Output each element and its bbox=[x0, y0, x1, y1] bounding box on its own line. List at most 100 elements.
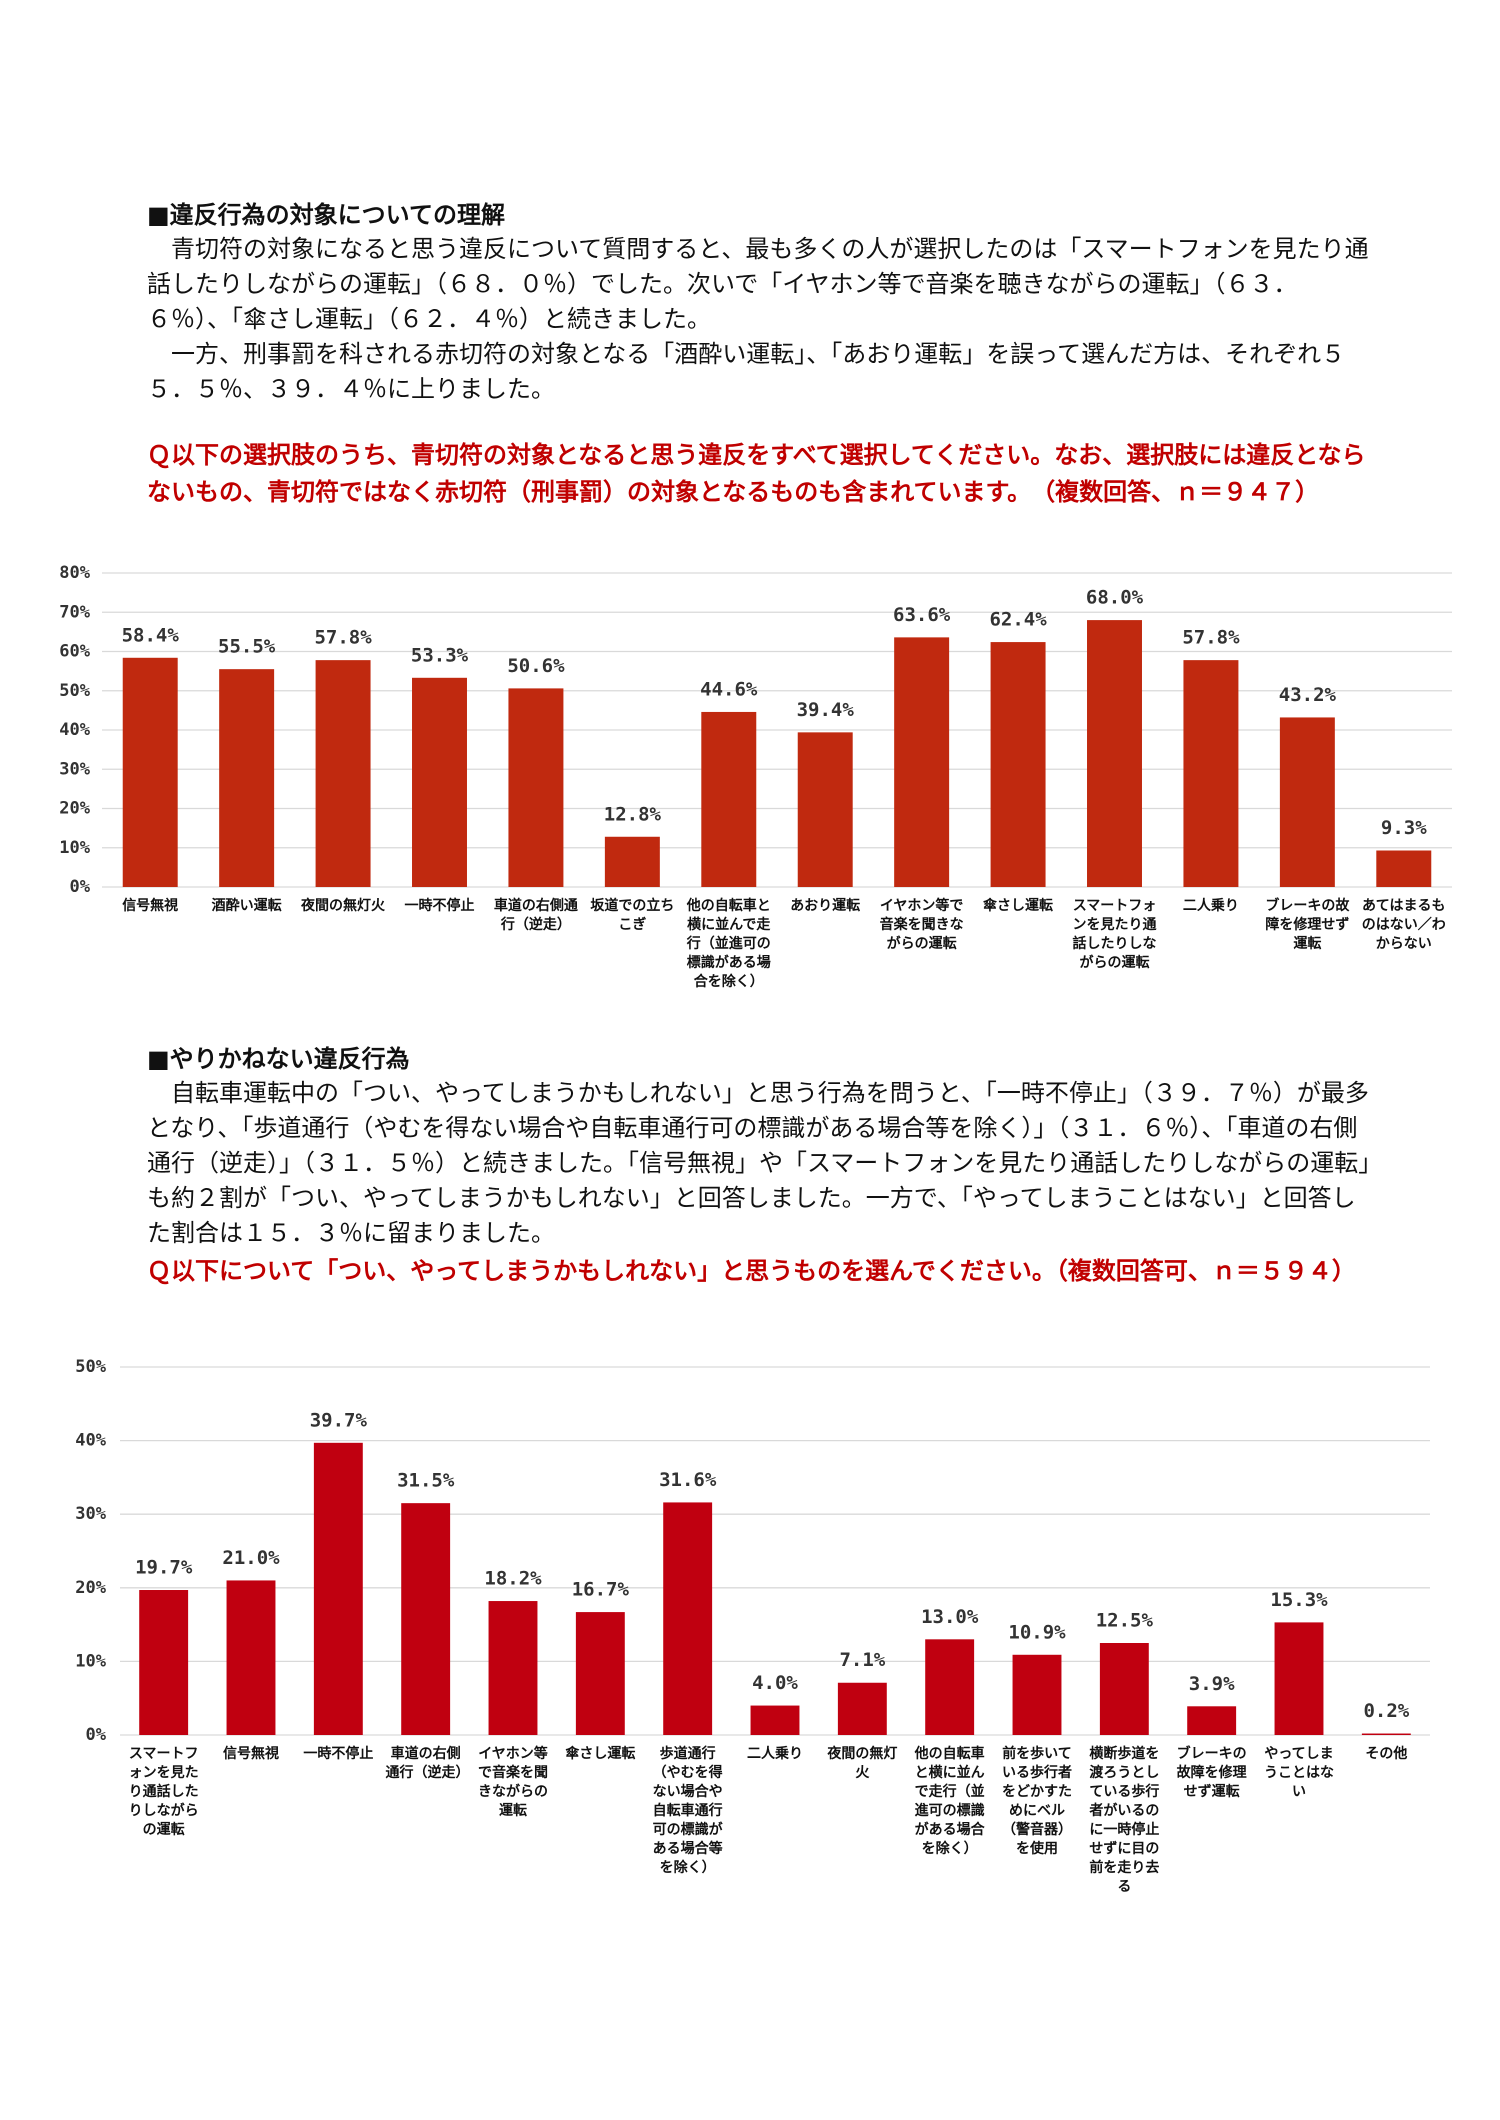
bar bbox=[750, 1705, 800, 1735]
y-tick-label: 40% bbox=[75, 1431, 106, 1451]
x-tick-label: 夜間の無灯火 bbox=[827, 1746, 898, 1781]
value-label: 4.0% bbox=[752, 1672, 798, 1694]
value-label: 57.8% bbox=[314, 627, 372, 649]
bar bbox=[1376, 850, 1432, 887]
paragraph: 自転車運転中の「つい、やってしまうかもしれない」と思う行為を問うと、「一時不停止… bbox=[147, 1079, 1371, 1247]
bar bbox=[604, 836, 660, 887]
value-label: 18.2% bbox=[484, 1568, 542, 1590]
bar bbox=[1361, 1733, 1411, 1735]
value-label: 43.2% bbox=[1279, 684, 1337, 706]
bar bbox=[894, 637, 950, 887]
bar bbox=[663, 1502, 713, 1735]
value-label: 62.4% bbox=[989, 609, 1047, 631]
value-label: 13.0% bbox=[921, 1606, 979, 1628]
x-tick-label: イヤホン等で音楽を聞きながらの運転 bbox=[879, 898, 964, 952]
bar bbox=[797, 732, 853, 887]
bar bbox=[139, 1590, 189, 1735]
x-tick-label: 車道の右側通行（逆走） bbox=[493, 898, 578, 933]
bar bbox=[1187, 1706, 1237, 1735]
y-tick-label: 50% bbox=[59, 681, 90, 701]
value-label: 58.4% bbox=[122, 624, 180, 646]
value-label: 63.6% bbox=[893, 604, 951, 626]
y-tick-label: 70% bbox=[59, 602, 90, 622]
y-tick-label: 30% bbox=[75, 1504, 106, 1524]
value-label: 39.4% bbox=[797, 699, 855, 721]
value-label: 10.9% bbox=[1008, 1621, 1066, 1643]
x-tick-label: イヤホン等で音楽を聞きながらの運転 bbox=[477, 1746, 548, 1819]
x-tick-label: 一時不停止 bbox=[303, 1746, 374, 1762]
value-label: 50.6% bbox=[507, 655, 565, 677]
x-tick-label: 二人乗り bbox=[746, 1746, 803, 1762]
bar bbox=[1279, 717, 1335, 887]
x-tick-label: その他 bbox=[1365, 1746, 1408, 1762]
value-label: 15.3% bbox=[1270, 1589, 1328, 1611]
value-label: 19.7% bbox=[135, 1557, 193, 1579]
x-tick-label: 傘さし運転 bbox=[983, 898, 1054, 914]
bar bbox=[122, 657, 178, 887]
x-tick-label: ブレーキの故障を修理せず運転 bbox=[1265, 898, 1350, 952]
x-tick-label: 傘さし運転 bbox=[565, 1746, 636, 1762]
bar bbox=[1099, 1643, 1149, 1735]
bar bbox=[1087, 620, 1142, 887]
value-label: 7.1% bbox=[839, 1649, 885, 1671]
bar bbox=[315, 660, 371, 887]
bar bbox=[401, 1503, 451, 1735]
bar bbox=[1274, 1622, 1324, 1735]
x-tick-label: 坂道での立ちこぎ bbox=[590, 898, 675, 933]
value-label: 12.5% bbox=[1096, 1610, 1154, 1632]
y-tick-label: 0% bbox=[86, 1725, 107, 1745]
x-tick-label: 一時不停止 bbox=[404, 898, 475, 914]
bar bbox=[412, 677, 467, 887]
y-tick-label: 20% bbox=[75, 1578, 106, 1598]
y-tick-label: 0% bbox=[70, 877, 91, 897]
y-tick-label: 10% bbox=[75, 1651, 106, 1671]
bar bbox=[837, 1682, 887, 1735]
value-label: 55.5% bbox=[218, 636, 276, 658]
bar bbox=[990, 642, 1046, 887]
y-tick-label: 60% bbox=[59, 642, 90, 662]
x-tick-label: 夜間の無灯火 bbox=[301, 898, 386, 914]
x-tick-label: 酒酔い運転 bbox=[211, 898, 282, 914]
y-tick-label: 80% bbox=[59, 563, 90, 583]
y-tick-label: 50% bbox=[75, 1357, 106, 1377]
section: ■違反行為の対象についての理解 青切符の対象になると思う違反について質問すると、… bbox=[147, 198, 1379, 511]
x-tick-label: 二人乗り bbox=[1182, 898, 1239, 914]
value-label: 0.2% bbox=[1363, 1700, 1409, 1722]
question: Ｑ以下の選択肢のうち、青切符の対象となると思う違反をすべて選択してください。なお… bbox=[147, 441, 1366, 506]
bar bbox=[219, 669, 275, 887]
y-tick-label: 20% bbox=[59, 799, 90, 819]
paragraph: 青切符の対象になると思う違反について質問すると、最も多くの人が選択したのは「スマ… bbox=[147, 235, 1369, 333]
question: Ｑ以下について「つい、やってしまうかもしれない」と思うものを選んでください。（複… bbox=[147, 1257, 1356, 1285]
value-label: 57.8% bbox=[1182, 627, 1240, 649]
y-tick-label: 30% bbox=[59, 759, 90, 779]
bar bbox=[575, 1612, 625, 1735]
value-label: 16.7% bbox=[572, 1579, 630, 1601]
x-tick-label: 車道の右側通行（逆走） bbox=[385, 1746, 470, 1781]
value-label: 12.8% bbox=[604, 803, 662, 825]
x-tick-label: ブレーキの故障を修理せず運転 bbox=[1176, 1746, 1247, 1800]
value-label: 31.5% bbox=[397, 1470, 455, 1492]
heading: ■やりかねない違反行為 bbox=[147, 1045, 410, 1073]
value-label: 21.0% bbox=[222, 1547, 280, 1569]
bar bbox=[226, 1580, 276, 1735]
bar bbox=[313, 1442, 363, 1735]
x-tick-label: 前を歩いている歩行者をどかすためにベル（警音器）を使用 bbox=[1001, 1746, 1072, 1857]
bar bbox=[1183, 660, 1239, 887]
paragraph: 一方、刑事罰を科される赤切符の対象となる「酒酔い運転」、「あおり運転」を誤って選… bbox=[147, 340, 1346, 403]
y-tick-label: 10% bbox=[59, 838, 90, 858]
x-tick-label: スマートフォンを見たり通話したりしながらの運転 bbox=[1072, 898, 1157, 971]
y-tick-label: 40% bbox=[59, 720, 90, 740]
value-label: 44.6% bbox=[700, 678, 758, 700]
value-label: 3.9% bbox=[1189, 1673, 1235, 1695]
bar bbox=[508, 688, 564, 887]
value-label: 9.3% bbox=[1381, 817, 1427, 839]
section: ■やりかねない違反行為 自転車運転中の「つい、やってしまうかもしれない」と思う行… bbox=[147, 1042, 1379, 1290]
bar bbox=[925, 1639, 975, 1735]
value-label: 68.0% bbox=[1086, 587, 1144, 609]
value-label: 39.7% bbox=[310, 1409, 368, 1431]
x-tick-label: 歩道通行（やむを得ない場合や自転車通行可の標識がある場合等を除く） bbox=[652, 1746, 723, 1876]
x-tick-label: やってしまうことはない bbox=[1263, 1746, 1334, 1800]
x-tick-label: あてはまるものはない／わからない bbox=[1361, 898, 1446, 952]
